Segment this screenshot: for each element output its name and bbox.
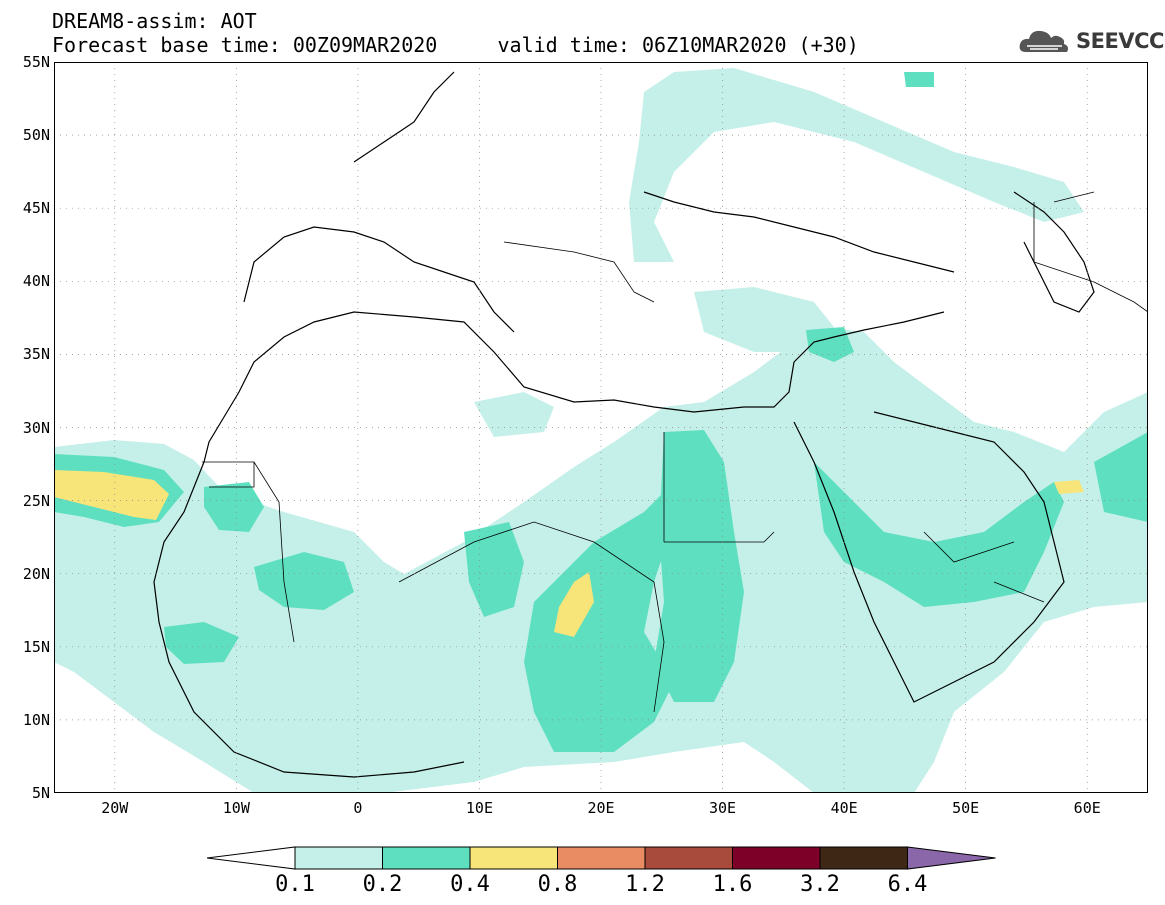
colorbar-label: 6.4 [887, 872, 928, 897]
colorbar-segment [382, 846, 471, 870]
lon-label: 10E [465, 799, 493, 817]
lat-label: 20N [22, 564, 50, 583]
lon-label: 0 [353, 799, 363, 817]
seevccc-logo: SEEVCCC [1018, 26, 1165, 56]
lat-label: 40N [22, 272, 50, 291]
colorbar-label: 3.2 [800, 872, 840, 897]
aot-map [54, 62, 1148, 793]
colorbar-segment [732, 846, 821, 870]
lat-label: 35N [22, 345, 50, 364]
lat-label: 55N [22, 53, 50, 71]
aot-shading-high [54, 470, 1084, 637]
colorbar-segment [819, 846, 908, 870]
colorbar [206, 844, 1002, 876]
lat-label: 15N [22, 637, 50, 656]
cloud-icon [1019, 30, 1068, 52]
colorbar-segment [294, 846, 383, 870]
logo-text: SEEVCCC [1076, 29, 1165, 53]
lat-label: 5N [31, 784, 50, 802]
lon-label: 50E [952, 799, 980, 817]
lat-label: 50N [22, 126, 50, 145]
lon-label: 10W [222, 799, 250, 817]
colorbar-label: 0.4 [450, 872, 490, 897]
lon-label: 30E [709, 799, 737, 817]
colorbar-under-triangle [206, 846, 296, 870]
colorbar-label: 1.6 [712, 872, 753, 897]
colorbar-over-triangle [907, 846, 996, 870]
lon-label: 40E [830, 799, 858, 817]
colorbar-label: 0.1 [275, 872, 315, 897]
chart-title: DREAM8-assim: AOT [52, 9, 257, 33]
coastlines [153, 71, 1095, 778]
lat-label: 30N [22, 418, 50, 437]
lon-label: 20E [587, 799, 615, 817]
border-lines [202, 191, 1148, 713]
colorbar-label: 1.2 [625, 872, 665, 897]
lat-label: 25N [22, 491, 50, 510]
lat-label: 10N [22, 710, 50, 729]
colorbar-label: 0.2 [362, 872, 403, 897]
lon-label: 20W [101, 799, 129, 817]
colorbar-segment [469, 846, 558, 870]
forecast-time-line: Forecast base time: 00Z09MAR2020 valid t… [52, 33, 859, 57]
grid-lines [54, 62, 1148, 793]
colorbar-segment [644, 846, 733, 870]
lon-label: 60E [1073, 799, 1101, 817]
lat-label: 45N [22, 199, 50, 218]
colorbar-label: 0.8 [537, 872, 578, 897]
colorbar-segment [557, 846, 646, 870]
